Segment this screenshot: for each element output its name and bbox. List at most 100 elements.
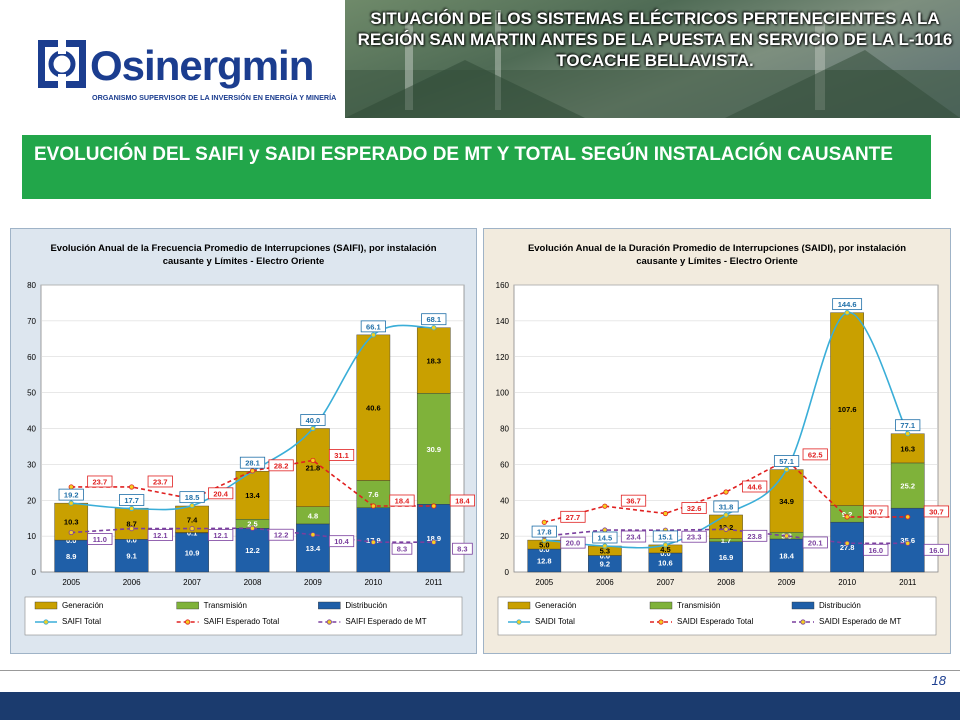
line-esperado-total-point: [68, 484, 74, 490]
line-esperado-mt-point: [370, 539, 376, 545]
esperado-mt-label: 16.0: [868, 546, 883, 555]
bar-transmision-label: 0.0: [539, 545, 549, 554]
legend-label: SAIFI Esperado de MT: [345, 617, 426, 626]
total-label-box: [895, 419, 921, 432]
x-tick-label: 2009: [778, 578, 796, 587]
total-label: 57.1: [779, 457, 794, 466]
line-total-point: [189, 503, 195, 509]
bar-distribucion-label: 18.4: [779, 551, 794, 560]
bar-generacion-label: 107.6: [838, 405, 857, 414]
esperado-total-label-box: [681, 502, 707, 514]
banner-title: SITUACIÓN DE LOS SISTEMAS ELÉCTRICOS PER…: [357, 9, 953, 70]
x-tick-label: 2008: [717, 578, 735, 587]
esperado-mt-label: 20.0: [566, 539, 581, 548]
esperado-total-label-box: [208, 487, 234, 500]
saifi-chart: Evolución Anual de la Frecuencia Promedi…: [24, 243, 476, 636]
bar-distribucion-label: 12.8: [537, 557, 552, 566]
line-esperado-mt-point: [905, 540, 911, 546]
line-esperado-mt-point: [431, 539, 437, 545]
esperado-total-label: 20.4: [213, 489, 228, 498]
total-label-box: [239, 456, 266, 469]
line-total-point: [68, 500, 74, 506]
esperado-total-label-box: [863, 505, 889, 518]
esperado-mt-label-box: [391, 542, 413, 555]
bar-generacion-label: 7.4: [187, 515, 198, 524]
bar-transmision: [890, 462, 925, 509]
line-esperado-total-point: [249, 468, 256, 474]
total-label-box: [300, 414, 326, 426]
esperado-mt-label-box: [681, 530, 707, 543]
esperado-total-label-box: [802, 448, 828, 461]
esperado-mt-label: 10.4: [334, 537, 349, 546]
line-esperado-total-point: [844, 514, 850, 520]
chart-title-line1: Evolución Anual de la Frecuencia Promedi…: [50, 243, 436, 254]
bar-transmision: [416, 393, 451, 505]
y-tick-label: 20: [27, 496, 36, 505]
esperado-total-label: 28.2: [274, 461, 289, 470]
legend-marker: [800, 619, 806, 625]
line-esperado-mt-point: [129, 525, 135, 532]
total-label-box: [592, 531, 618, 544]
footer-bar: [0, 692, 960, 720]
bar-generacion-label: 34.9: [779, 497, 794, 506]
line-total-point: [431, 325, 437, 331]
x-tick-label: 2008: [244, 578, 262, 587]
esperado-total-label: 36.7: [626, 497, 641, 506]
banner-photo-icon: [345, 10, 960, 118]
total-label: 77.1: [900, 421, 915, 430]
x-tick-label: 2010: [364, 578, 382, 587]
esperado-mt-label-box: [452, 542, 473, 555]
line-esperado-total-point: [541, 519, 547, 525]
legend-label: Generación: [62, 601, 103, 610]
x-tick-label: 2010: [838, 578, 856, 587]
bar-generacion: [114, 507, 149, 540]
legend-box: [497, 596, 937, 636]
y-tick-label: 100: [496, 389, 510, 398]
bar-generacion: [890, 433, 925, 464]
esperado-total-label-box: [87, 475, 113, 488]
line-esperado-total-point: [431, 503, 437, 509]
bar-distribucion-label: 12.2: [245, 546, 260, 555]
esperado-mt-label: 12.1: [213, 531, 228, 540]
y-tick-label: 140: [496, 317, 510, 326]
line-total-point: [783, 466, 790, 473]
line-total-point: [370, 332, 376, 338]
legend-marker: [516, 619, 522, 625]
x-tick-label: 2011: [899, 578, 917, 587]
bar-transmision-label: 4.8: [308, 511, 318, 520]
chart-title-line2: causante y Límites - Electro Oriente: [636, 256, 798, 267]
line-total-point: [844, 310, 850, 316]
x-tick-label: 2006: [596, 578, 614, 587]
total-label: 18.5: [185, 493, 200, 502]
esperado-mt-label: 12.1: [153, 531, 168, 540]
bar-distribucion-label: 18.9: [426, 534, 441, 543]
x-tick-label: 2007: [183, 578, 201, 587]
total-label: 17.7: [124, 496, 139, 505]
page-number: 18: [931, 673, 946, 688]
esperado-total-label: 23.7: [93, 477, 108, 486]
y-tick-label: 80: [27, 281, 36, 290]
esperado-total-label-box: [268, 459, 294, 472]
bar-transmision-label: 0.1: [187, 529, 197, 538]
chart-title-line2: causante y Límites - Electro Oriente: [163, 256, 325, 267]
esperado-mt-label: 12.2: [274, 531, 289, 540]
esperado-mt-label-box: [328, 535, 355, 548]
bar-distribucion: [416, 503, 451, 573]
logo-subtitle: ORGANISMO SUPERVISOR DE LA INVERSIÓN EN …: [92, 93, 337, 102]
total-label: 40.0: [306, 416, 321, 425]
line-esperado-total-point: [723, 489, 729, 495]
bar-transmision-label: 25.2: [900, 482, 915, 491]
bar-distribucion: [709, 541, 743, 573]
total-label-box: [713, 500, 739, 513]
section-bar: EVOLUCIÓN DEL SAIFI y SAIDI ESPERADO DE …: [22, 135, 931, 199]
esperado-total-label: 18.4: [455, 496, 470, 505]
bar-distribucion: [114, 539, 149, 573]
esperado-total-label-box: [328, 449, 355, 461]
bar-generacion: [296, 428, 330, 507]
bar-distribucion-label: 10.9: [185, 548, 200, 557]
total-label: 14.5: [598, 533, 613, 542]
bar-distribucion-label: 8.9: [66, 552, 76, 561]
saidi-chart-panel: Evolución Anual de la Duración Promedio …: [483, 228, 951, 654]
y-tick-label: 40: [27, 425, 36, 434]
esperado-mt-label-box: [268, 528, 294, 541]
